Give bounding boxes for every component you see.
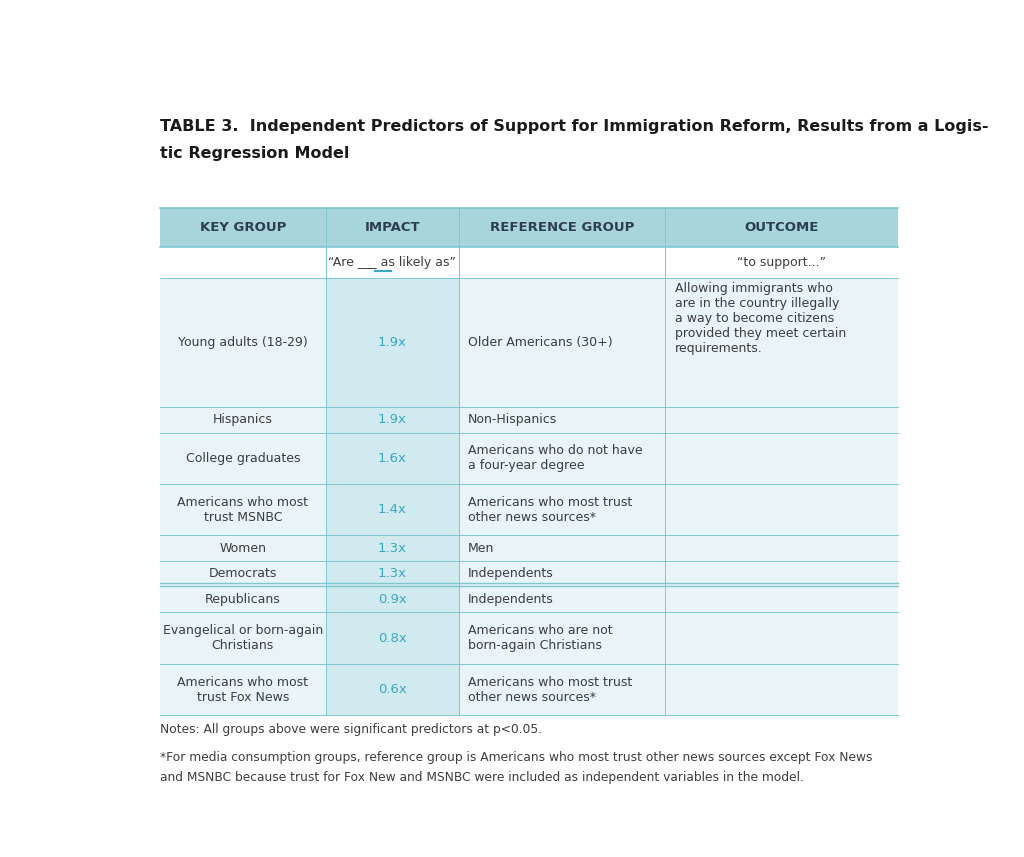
FancyBboxPatch shape xyxy=(326,664,459,716)
Text: Evangelical or born-again
Christians: Evangelical or born-again Christians xyxy=(163,624,323,652)
Text: Older Americans (30+): Older Americans (30+) xyxy=(468,336,612,349)
Text: “to support...”: “to support...” xyxy=(737,256,826,269)
FancyBboxPatch shape xyxy=(160,433,898,484)
FancyBboxPatch shape xyxy=(160,484,898,536)
FancyBboxPatch shape xyxy=(326,407,459,433)
Text: 0.6x: 0.6x xyxy=(378,683,407,696)
FancyBboxPatch shape xyxy=(160,536,898,561)
Text: OUTCOME: OUTCOME xyxy=(744,221,819,234)
Text: REFERENCE GROUP: REFERENCE GROUP xyxy=(489,221,634,234)
Text: Independents: Independents xyxy=(468,567,554,580)
FancyBboxPatch shape xyxy=(160,247,898,279)
Text: Democrats: Democrats xyxy=(209,567,276,580)
Text: 1.3x: 1.3x xyxy=(378,542,407,554)
FancyBboxPatch shape xyxy=(160,587,898,613)
Text: tic Regression Model: tic Regression Model xyxy=(160,146,349,161)
Text: KEY GROUP: KEY GROUP xyxy=(200,221,286,234)
FancyBboxPatch shape xyxy=(326,613,459,664)
FancyBboxPatch shape xyxy=(326,536,459,561)
Text: Republicans: Republicans xyxy=(205,593,281,606)
Text: Young adults (18-29): Young adults (18-29) xyxy=(178,336,307,349)
Text: Americans who are not
born-again Christians: Americans who are not born-again Christi… xyxy=(468,624,612,652)
FancyBboxPatch shape xyxy=(160,407,898,433)
FancyBboxPatch shape xyxy=(326,433,459,484)
FancyBboxPatch shape xyxy=(160,279,898,407)
FancyBboxPatch shape xyxy=(326,279,459,407)
Text: Americans who do not have
a four-year degree: Americans who do not have a four-year de… xyxy=(468,444,643,472)
Text: Americans who most trust
other news sources*: Americans who most trust other news sour… xyxy=(468,495,633,524)
Text: 1.4x: 1.4x xyxy=(378,503,407,516)
Text: Americans who most trust
other news sources*: Americans who most trust other news sour… xyxy=(468,675,633,704)
FancyBboxPatch shape xyxy=(326,561,459,587)
Text: 1.3x: 1.3x xyxy=(378,567,407,580)
Text: Non-Hispanics: Non-Hispanics xyxy=(468,413,557,426)
Text: Notes: All groups above were significant predictors at p<0.05.: Notes: All groups above were significant… xyxy=(160,723,542,736)
Text: Hispanics: Hispanics xyxy=(213,413,272,426)
Text: 1.6x: 1.6x xyxy=(378,452,407,464)
Text: 1.9x: 1.9x xyxy=(378,336,407,349)
FancyBboxPatch shape xyxy=(160,613,898,664)
Text: and MSNBC because trust for Fox New and MSNBC were included as independent varia: and MSNBC because trust for Fox New and … xyxy=(160,770,804,783)
Text: *For media consumption groups, reference group is Americans who most trust other: *For media consumption groups, reference… xyxy=(160,751,872,764)
Text: Women: Women xyxy=(219,542,266,554)
FancyBboxPatch shape xyxy=(160,208,898,247)
FancyBboxPatch shape xyxy=(160,561,898,587)
Text: 1.9x: 1.9x xyxy=(378,413,407,426)
Text: Allowing immigrants who
are in the country illegally
a way to become citizens
pr: Allowing immigrants who are in the count… xyxy=(675,282,846,355)
Text: “Are ___ as likely as”: “Are ___ as likely as” xyxy=(329,256,456,269)
FancyBboxPatch shape xyxy=(326,587,459,613)
Text: Independents: Independents xyxy=(468,593,554,606)
Text: TABLE 3.  Independent Predictors of Support for Immigration Reform, Results from: TABLE 3. Independent Predictors of Suppo… xyxy=(160,119,988,135)
Text: Men: Men xyxy=(468,542,495,554)
Text: Americans who most
trust MSNBC: Americans who most trust MSNBC xyxy=(177,495,308,524)
Text: 0.9x: 0.9x xyxy=(378,593,407,606)
FancyBboxPatch shape xyxy=(326,484,459,536)
Text: 0.8x: 0.8x xyxy=(378,632,407,644)
Text: Americans who most
trust Fox News: Americans who most trust Fox News xyxy=(177,675,308,704)
Text: IMPACT: IMPACT xyxy=(365,221,420,234)
Text: College graduates: College graduates xyxy=(185,452,300,464)
FancyBboxPatch shape xyxy=(160,664,898,716)
